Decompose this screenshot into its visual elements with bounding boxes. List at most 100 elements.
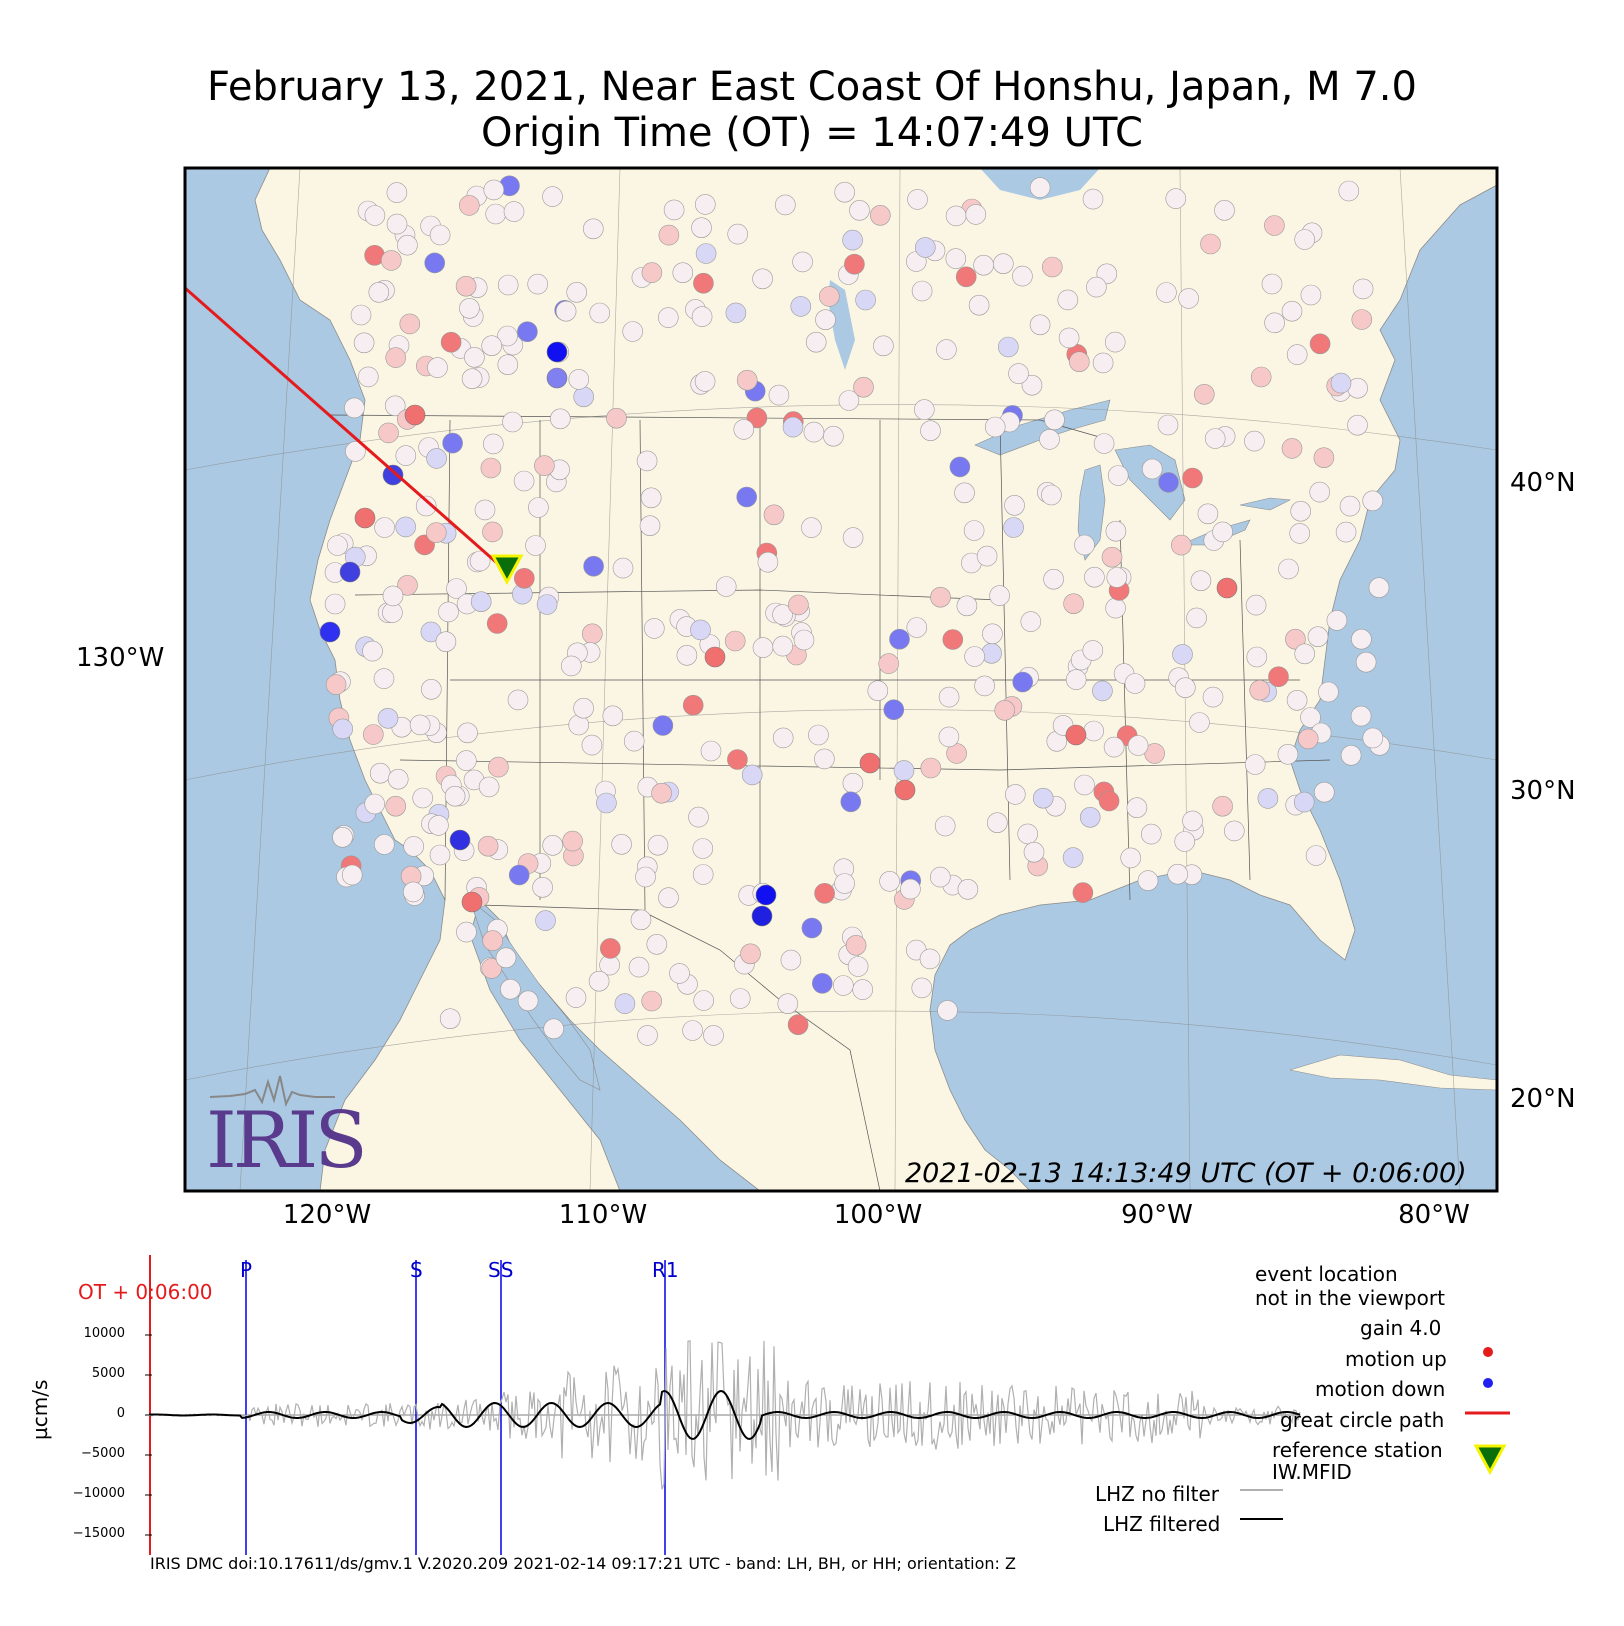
station-marker <box>682 1020 703 1041</box>
station-marker <box>878 653 900 674</box>
map-title: February 13, 2021, Near East Coast Of Ho… <box>207 64 1417 110</box>
station-marker <box>382 585 404 607</box>
station-marker <box>1107 465 1129 486</box>
station-marker <box>1314 781 1335 803</box>
station-marker <box>435 631 457 653</box>
station-marker <box>1307 626 1329 648</box>
station-marker <box>787 1014 809 1035</box>
station-marker <box>801 517 822 538</box>
station-marker <box>481 958 502 979</box>
station-marker <box>1093 433 1115 454</box>
station-marker <box>528 497 549 518</box>
station-marker <box>639 515 661 537</box>
phase-label-ss: SS <box>488 1258 514 1282</box>
station-marker <box>657 307 679 328</box>
station-marker <box>1065 724 1087 746</box>
station-marker <box>772 604 793 625</box>
station-marker <box>811 972 833 994</box>
station-marker <box>1017 823 1038 845</box>
station-marker <box>374 517 395 538</box>
station-marker <box>444 785 466 807</box>
legend-no-filter: LHZ no filter <box>1095 1482 1220 1506</box>
station-marker <box>1120 847 1141 869</box>
legend-motion-down: motion down <box>1315 1377 1446 1401</box>
station-marker <box>455 275 477 297</box>
station-marker <box>894 779 916 801</box>
station-marker <box>1004 784 1026 805</box>
station-marker <box>1338 180 1360 202</box>
station-marker <box>581 734 603 756</box>
station-marker <box>945 248 967 269</box>
station-marker <box>914 237 936 258</box>
map-timestamp: 2021-02-13 14:13:49 UTC (OT + 0:06:00) <box>905 1158 1467 1189</box>
station-marker <box>646 933 668 955</box>
station-marker <box>1092 680 1113 702</box>
station-marker <box>1212 795 1233 817</box>
station-marker <box>1021 374 1043 396</box>
station-marker <box>369 762 391 784</box>
station-marker <box>420 621 442 643</box>
station-marker <box>818 286 840 307</box>
station-marker <box>1250 366 1272 388</box>
station-marker <box>364 205 386 226</box>
station-marker <box>956 595 978 617</box>
station-marker <box>1062 847 1084 868</box>
station-marker <box>1189 712 1210 733</box>
station-marker <box>838 390 860 411</box>
station-marker <box>814 882 835 904</box>
station-marker <box>536 594 558 615</box>
station-marker <box>589 302 611 324</box>
legend-reference-station: reference station <box>1272 1438 1443 1462</box>
great-circle-path <box>185 286 506 572</box>
station-marker <box>823 425 844 447</box>
station-marker <box>428 815 449 836</box>
station-marker <box>704 646 726 668</box>
station-marker <box>508 864 530 886</box>
station-marker <box>733 419 755 440</box>
station-marker <box>1347 414 1368 436</box>
station-marker <box>757 551 779 573</box>
station-marker <box>1069 351 1090 373</box>
station-marker <box>354 507 376 529</box>
station-marker <box>581 623 603 645</box>
station-marker <box>752 637 774 658</box>
station-marker <box>429 844 451 866</box>
station-marker <box>1309 481 1330 503</box>
station-marker <box>345 441 366 462</box>
station-marker <box>402 881 424 903</box>
station-marker <box>1137 870 1159 891</box>
station-marker <box>532 876 553 898</box>
station-marker <box>1244 430 1265 452</box>
station-marker <box>1029 177 1051 198</box>
station-marker <box>768 384 790 406</box>
station-marker <box>486 613 508 634</box>
station-marker <box>1182 467 1203 489</box>
station-marker <box>1175 677 1196 699</box>
station-marker <box>362 640 383 662</box>
legend-not-in-viewport: not in the viewport <box>1255 1286 1445 1310</box>
station-marker <box>497 354 519 376</box>
station-marker <box>502 411 523 433</box>
station-marker <box>527 273 549 295</box>
station-marker <box>1286 689 1308 711</box>
station-marker <box>546 341 568 363</box>
station-marker <box>1355 651 1377 673</box>
station-marker <box>942 629 964 650</box>
station-marker <box>911 977 933 999</box>
station-marker <box>1058 327 1080 349</box>
station-marker <box>1032 787 1054 809</box>
station-marker <box>694 371 716 392</box>
station-marker <box>1294 643 1315 665</box>
station-marker <box>849 200 870 221</box>
station-marker <box>637 1025 658 1046</box>
station-marker <box>682 694 704 716</box>
station-marker <box>658 224 680 246</box>
station-marker <box>955 266 977 288</box>
station-marker <box>1362 490 1383 512</box>
station-marker <box>1079 806 1101 828</box>
station-marker <box>1074 774 1095 796</box>
station-marker <box>859 752 881 774</box>
station-marker <box>986 812 1008 834</box>
station-marker <box>989 585 1010 606</box>
station-marker <box>669 963 690 984</box>
